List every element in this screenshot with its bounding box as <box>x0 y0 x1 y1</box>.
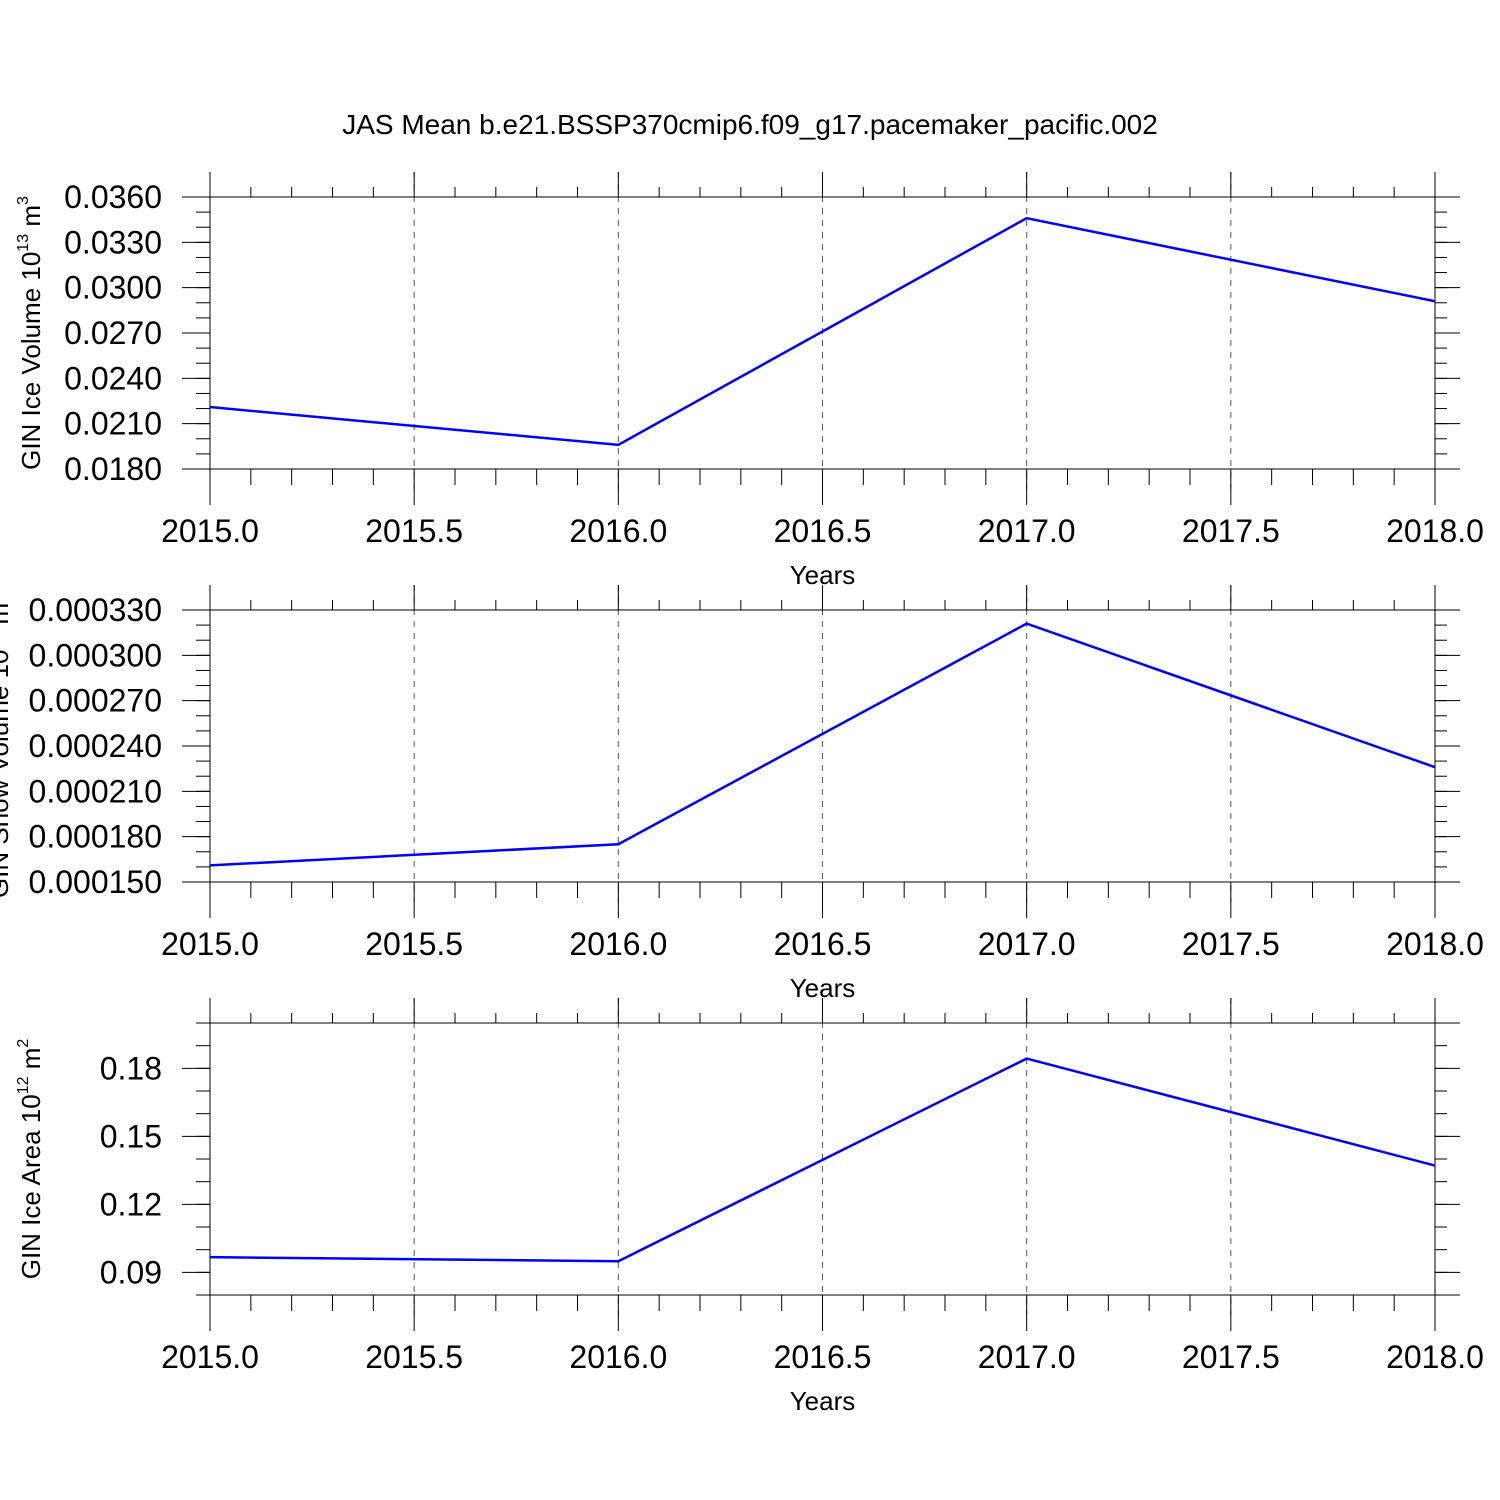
series-line <box>209 1057 1436 1263</box>
x-tick-label: 2015.0 <box>161 1339 259 1375</box>
x-tick-label: 2016.5 <box>774 926 872 962</box>
x-axis-label: Years <box>790 1386 856 1416</box>
y-tick-label: 0.09 <box>100 1254 162 1290</box>
x-tick-label: 2017.5 <box>1182 1339 1280 1375</box>
panels: 2015.0 2015.5 2016.0 2016.5 2017.0 2017.5 2018… <box>0 172 1484 1416</box>
x-tick-label: 2015.5 <box>365 926 463 962</box>
x-tick-label: 2015.0 <box>161 926 259 962</box>
y-tick-label: 0.0360 <box>64 179 162 215</box>
x-tick-label: 2017.5 <box>1182 926 1280 962</box>
y-tick-label: 0.000270 <box>29 683 162 719</box>
y-tick-label: 0.000150 <box>29 864 162 900</box>
x-tick-label: 2015.0 <box>161 513 259 549</box>
y-tick-label: 0.0210 <box>64 406 162 442</box>
y-tick-label: 0.15 <box>100 1118 162 1154</box>
y-tick-label: 0.000210 <box>29 773 162 809</box>
x-tick-label: 2017.0 <box>978 926 1076 962</box>
x-tick-label: 2016.5 <box>774 513 872 549</box>
panel-3: 2015.0 2015.5 2016.0 2016.5 2017.0 2017.5 2018… <box>15 998 1484 1416</box>
y-axis-label: GIN Ice Volume 1013 m3 <box>15 196 46 470</box>
x-tick-label: 2016.5 <box>774 1339 872 1375</box>
x-tick-label: 2016.0 <box>569 513 667 549</box>
x-tick-label: 2018.0 <box>1386 513 1484 549</box>
y-tick-label: 0.0270 <box>64 315 162 351</box>
x-tick-label: 2015.5 <box>365 513 463 549</box>
y-axis-label: GIN Ice Area 1012 m2 <box>15 1039 46 1280</box>
panel-1: 2015.0 2015.5 2016.0 2016.5 2017.0 2017.5 2018… <box>15 172 1484 590</box>
x-tick-label: 2015.5 <box>365 1339 463 1375</box>
y-tick-label: 0.000240 <box>29 728 162 764</box>
panel-2: 2015.0 2015.5 2016.0 2016.5 2017.0 2017.5 2018… <box>0 585 1484 1003</box>
y-tick-label: 0.000180 <box>29 819 162 855</box>
y-tick-label: 0.0240 <box>64 360 162 396</box>
y-tick-label: 0.000300 <box>29 637 162 673</box>
y-tick-label: 0.000330 <box>29 592 162 628</box>
x-tick-label: 2016.0 <box>569 1339 667 1375</box>
series-line <box>209 216 1436 447</box>
x-tick-label: 2017.0 <box>978 513 1076 549</box>
x-tick-label: 2017.5 <box>1182 513 1280 549</box>
series-line <box>209 622 1436 867</box>
chart-title: JAS Mean b.e21.BSSP370cmip6.f09_g17.pace… <box>342 109 1158 140</box>
x-tick-label: 2018.0 <box>1386 926 1484 962</box>
x-tick-label: 2017.0 <box>978 1339 1076 1375</box>
y-tick-label: 0.18 <box>100 1050 162 1086</box>
y-tick-label: 0.12 <box>100 1186 162 1222</box>
x-tick-label: 2018.0 <box>1386 1339 1484 1375</box>
y-tick-label: 0.0330 <box>64 224 162 260</box>
y-axis-label: GIN Snow Volume 1013 m3 <box>0 594 14 898</box>
y-tick-label: 0.0180 <box>64 451 162 487</box>
y-tick-label: 0.0300 <box>64 270 162 306</box>
x-tick-label: 2016.0 <box>569 926 667 962</box>
